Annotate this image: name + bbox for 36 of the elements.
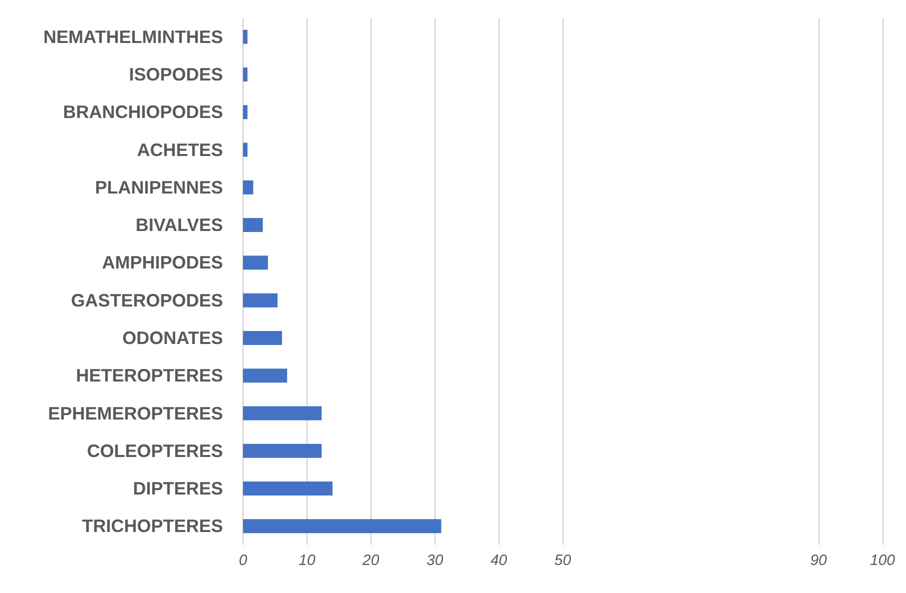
bar: [243, 293, 278, 308]
bar: [243, 180, 254, 194]
y-tick-label: BRANCHIOPODES: [62, 102, 223, 122]
y-tick-label: HETEROPTERES: [76, 366, 223, 386]
y-tick-label: AMPHIPODES: [102, 252, 223, 273]
y-tick-label: ISOPODES: [128, 64, 223, 84]
bar: [243, 330, 282, 345]
bar: [243, 519, 442, 534]
bar: [243, 218, 263, 232]
bar: [243, 482, 333, 496]
y-tick-label: GASTEROPODES: [70, 290, 223, 310]
bar: [243, 256, 268, 270]
y-tick-label: NEMATHELMINTHES: [43, 26, 223, 47]
x-tick-label: 100: [870, 552, 896, 569]
bar: [243, 30, 248, 44]
bar: [243, 142, 248, 157]
y-tick-label: DIPTERES: [132, 478, 223, 499]
y-tick-label: PLANIPENNES: [94, 177, 223, 198]
bar: [243, 406, 322, 420]
x-tick-label: 90: [810, 552, 828, 569]
x-tick-label: 40: [490, 552, 508, 569]
x-tick-label: 30: [426, 552, 444, 569]
y-tick-label: ACHETES: [136, 140, 223, 160]
x-tick-label: 10: [298, 552, 316, 569]
y-tick-label: ODONATES: [122, 328, 223, 348]
x-tick-label: 20: [362, 552, 380, 569]
y-tick-label: TRICHOPTERES: [82, 516, 223, 536]
bar: [243, 67, 248, 82]
y-tick-label: EPHEMEROPTERES: [48, 403, 223, 424]
x-tick-label: 50: [554, 552, 572, 569]
bar: [243, 444, 322, 458]
y-tick-label: BIVALVES: [136, 215, 223, 236]
y-tick-label: COLEOPTERES: [86, 440, 223, 461]
bar: [243, 368, 288, 383]
bar: [243, 105, 248, 120]
x-tick-label: 0: [238, 552, 248, 569]
